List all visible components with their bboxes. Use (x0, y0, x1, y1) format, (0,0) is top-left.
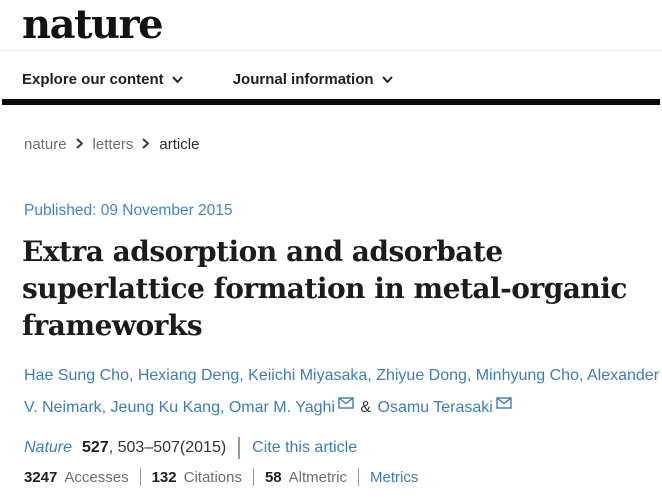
published-date: 09 November 2015 (100, 202, 233, 219)
article-title-line: superlattice formation in metal-organic (22, 272, 627, 305)
article-title-line: frameworks (22, 309, 203, 342)
vertical-divider (238, 437, 241, 459)
chevron-down-icon (382, 71, 393, 88)
email-envelope-icon[interactable] (496, 396, 512, 413)
nav-explore-our-content[interactable]: Explore our content (22, 71, 183, 88)
breadcrumb-item-letters[interactable]: letters (92, 136, 134, 153)
article-title-line: Extra adsorption and adsorbate (22, 235, 503, 268)
nav-journal-information-label: Journal information (232, 71, 374, 88)
journal-volume: 527 (82, 439, 109, 456)
accesses-label: Accesses (64, 468, 129, 486)
breadcrumb-item-nature[interactable]: nature (24, 136, 67, 153)
chevron-right-icon (76, 136, 84, 153)
author-names[interactable]: Hae Sung Cho, Hexiang Deng, Keiichi Miya… (24, 367, 660, 416)
author-list: Hae Sung Cho, Hexiang Deng, Keiichi Miya… (24, 361, 660, 422)
author-last[interactable]: Osamu Terasaki (377, 399, 493, 416)
journal-pages: , 503–507(2015) (108, 439, 227, 456)
vertical-divider (358, 468, 359, 486)
authors-ampersand: & (360, 399, 372, 416)
chevron-right-icon (142, 136, 150, 153)
nature-logo[interactable]: nature (22, 1, 164, 48)
article-title: Extra adsorption and adsorbate superlatt… (22, 233, 642, 344)
primary-nav: Explore our content Journal information (0, 51, 662, 93)
article-header: Published: 09 November 2015 Extra adsorp… (0, 202, 662, 486)
nav-explore-our-content-label: Explore our content (22, 71, 164, 88)
citations-count: 132 (151, 468, 177, 486)
email-envelope-icon[interactable] (338, 396, 354, 413)
metrics-bar: 3247 Accesses 132 Citations 58 Altmetric… (24, 468, 662, 486)
accesses-count: 3247 (24, 468, 58, 486)
published-label: Published: (24, 202, 97, 219)
journal-name[interactable]: Nature (24, 439, 73, 456)
site-header: nature Explore our content Journal infor… (0, 0, 662, 105)
nav-journal-information[interactable]: Journal information (233, 71, 393, 88)
vertical-divider (139, 468, 141, 486)
chevron-down-icon (172, 71, 183, 88)
citation-line: Nature 527 , 503–507(2015) Cite this art… (24, 437, 662, 459)
metrics-link[interactable]: Metrics (370, 468, 419, 486)
citations-label: Citations (183, 468, 242, 486)
altmetric-label: Altmetric (288, 468, 347, 486)
breadcrumb-item-article: article (159, 136, 200, 153)
cite-this-article-link[interactable]: Cite this article (252, 439, 358, 456)
header-rule (2, 99, 660, 105)
vertical-divider (252, 468, 254, 486)
altmetric-count: 58 (264, 468, 282, 486)
header-divider (0, 50, 662, 51)
published-line: Published: 09 November 2015 (24, 202, 662, 220)
breadcrumb: nature letters article (24, 136, 662, 153)
